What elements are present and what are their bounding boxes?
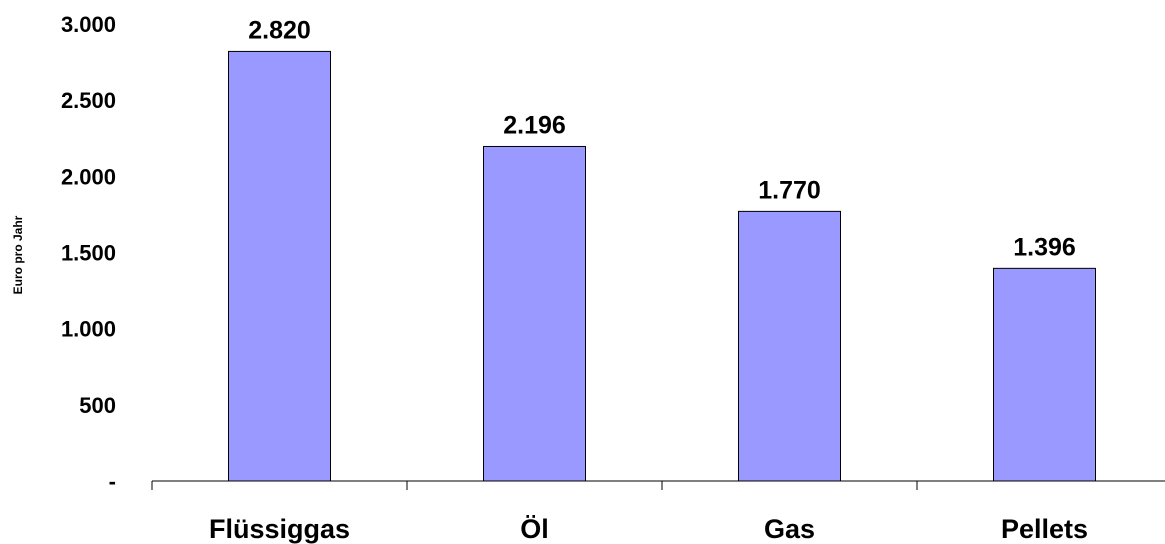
bar	[483, 145, 586, 482]
x-category-label: Gas	[764, 514, 815, 544]
data-label: 2.196	[503, 111, 566, 139]
bar	[738, 210, 841, 482]
y-tick-label: 3.000	[61, 12, 116, 37]
x-category-label: Öl	[520, 514, 549, 544]
bars: 2.820 2.196 1.770 1.396	[228, 16, 1096, 482]
data-label: 1.396	[1013, 233, 1076, 261]
x-category-label: Pellets	[1001, 514, 1088, 544]
y-axis-title: Euro pro Jahr	[11, 215, 25, 294]
y-tick-label: 2.500	[61, 88, 116, 113]
x-category-label: Flüssiggas	[209, 514, 350, 544]
y-tick-label: 500	[79, 393, 116, 418]
bar	[228, 50, 331, 482]
x-axis: Flüssiggas Öl Gas Pellets	[151, 480, 1165, 544]
y-tick-label: -	[109, 469, 116, 494]
y-tick-label: 2.000	[61, 164, 116, 189]
y-tick-label: 1.000	[61, 317, 116, 342]
data-label: 2.820	[248, 16, 311, 44]
y-tick-label: 1.500	[61, 241, 116, 266]
bar	[993, 267, 1096, 482]
data-label: 1.770	[758, 176, 821, 204]
y-axis: - 500 1.000 1.500 2.000 2.500 3.000	[61, 12, 116, 494]
